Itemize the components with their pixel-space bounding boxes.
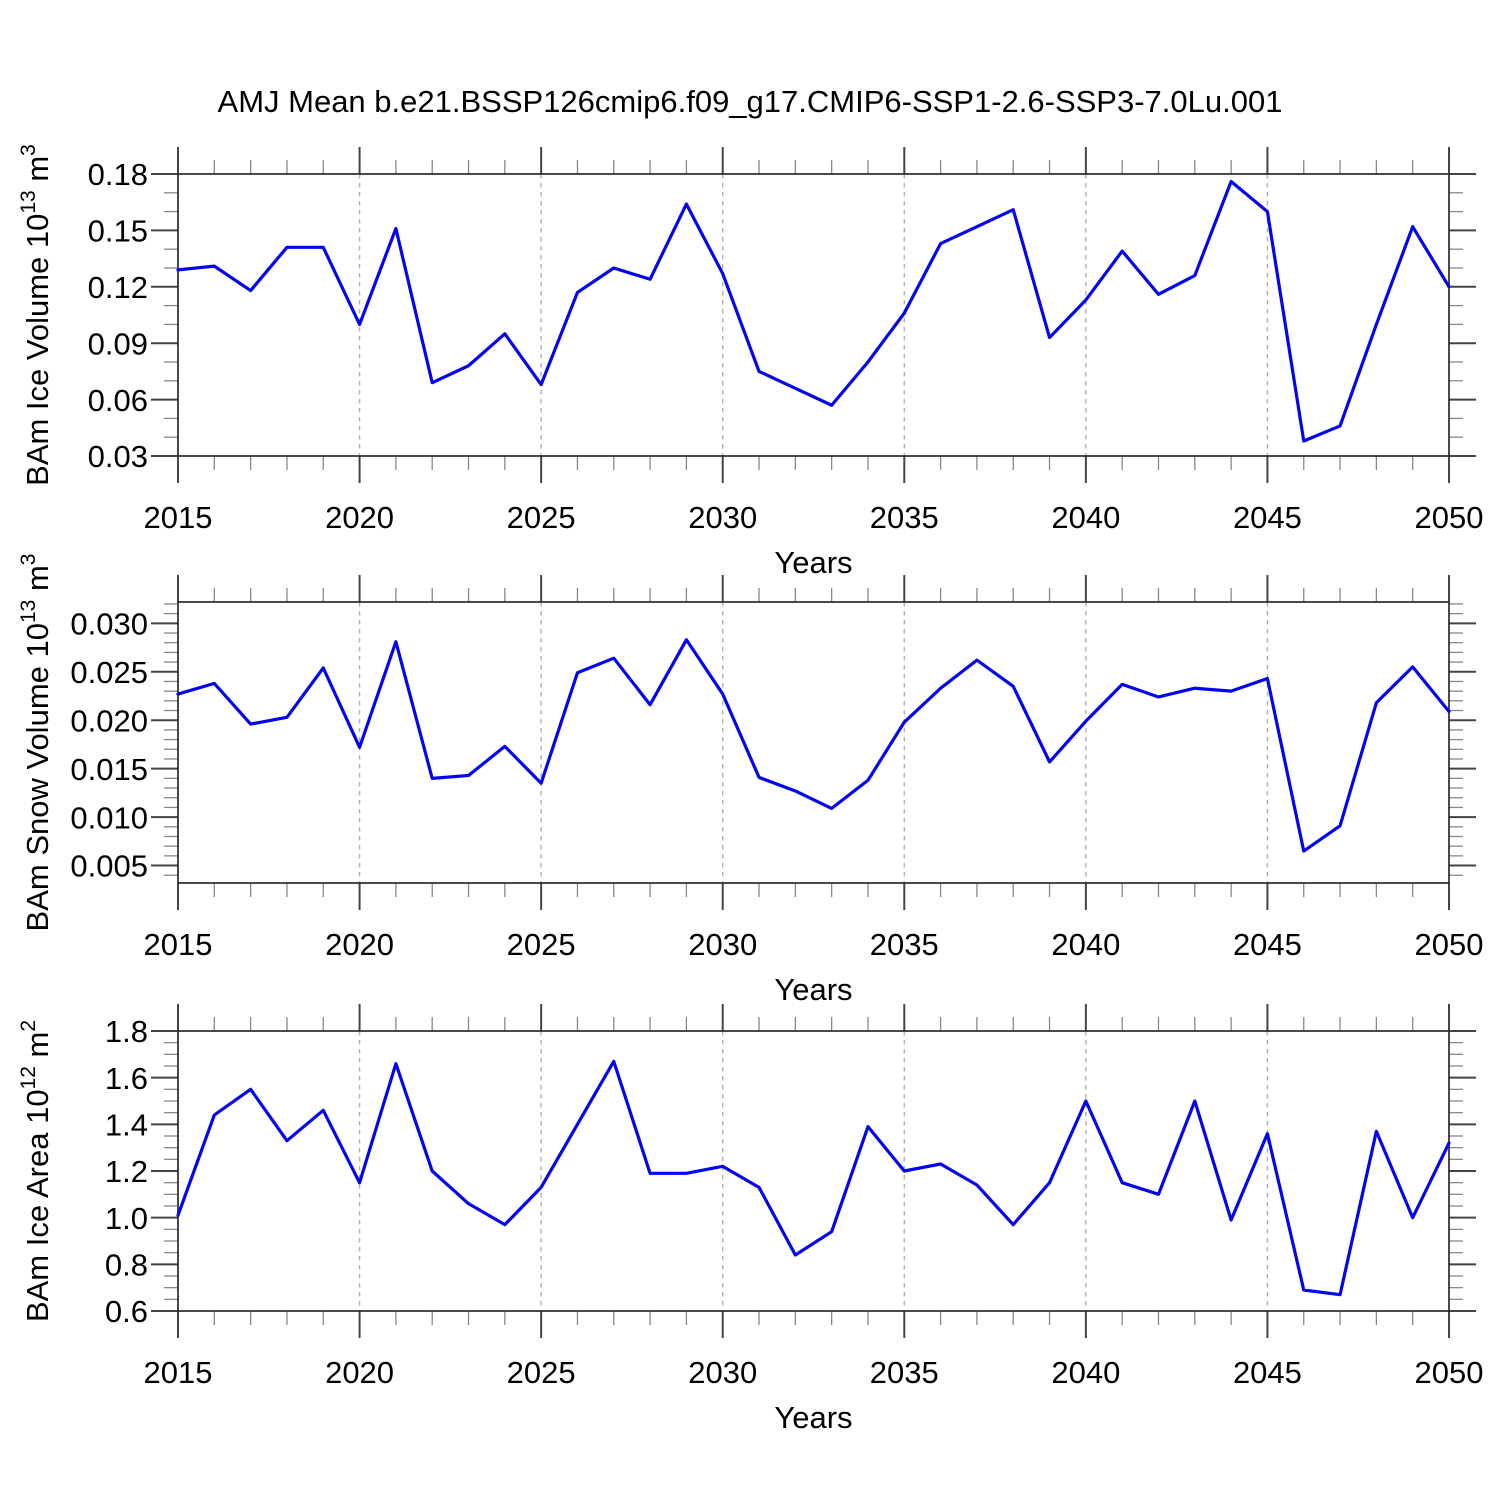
y-tick-label: 0.025: [70, 655, 148, 690]
x-tick-label: 2045: [1233, 927, 1302, 962]
panel-frame: [177, 1030, 1450, 1312]
y-tick-label: 1.2: [105, 1154, 148, 1189]
data-line: [176, 638, 1451, 853]
x-tick-label: 2025: [507, 1355, 576, 1390]
x-tick-label: 2050: [1415, 1355, 1484, 1390]
y-tick-label: 0.03: [88, 439, 148, 474]
x-axis-title: Years: [774, 1400, 852, 1435]
y-tick-label: 0.06: [88, 383, 148, 418]
x-tick-label: 2035: [870, 1355, 939, 1390]
y-tick-label: 0.030: [70, 606, 148, 641]
x-tick-label: 2020: [325, 927, 394, 962]
y-tick-label: 0.015: [70, 752, 148, 787]
data-line: [176, 1059, 1451, 1297]
x-tick-label: 2035: [870, 500, 939, 535]
y-tick-label: 0.005: [70, 849, 148, 884]
y-tick-label: 0.6: [105, 1294, 148, 1329]
x-tick-label: 2045: [1233, 500, 1302, 535]
y-axis-title: BAm Snow Volume 1013 m3: [17, 554, 55, 932]
x-tick-label: 2040: [1051, 927, 1120, 962]
x-tick-label: 2025: [507, 927, 576, 962]
x-tick-label: 2045: [1233, 1355, 1302, 1390]
panel-frame: [177, 601, 1450, 884]
x-tick-label: 2015: [144, 1355, 213, 1390]
panel-frame: [177, 173, 1450, 457]
x-tick-label: 2030: [688, 500, 757, 535]
x-axis-title: Years: [774, 545, 852, 580]
y-tick-label: 0.8: [105, 1247, 148, 1282]
x-tick-label: 2040: [1051, 500, 1120, 535]
y-tick-label: 0.09: [88, 326, 148, 361]
y-tick-label: 1.4: [105, 1107, 148, 1142]
chart-title: AMJ Mean b.e21.BSSP126cmip6.f09_g17.CMIP…: [218, 84, 1283, 119]
y-tick-label: 0.15: [88, 214, 148, 249]
x-tick-label: 2015: [144, 500, 213, 535]
y-tick-label: 0.020: [70, 703, 148, 738]
panel-ice-volume: 0.03 0.06 0.09 0.12 0.15 0.18 2015 2020 2025 2030…: [17, 144, 1483, 580]
x-tick-label: 2015: [144, 927, 213, 962]
x-tick-label: 2050: [1415, 927, 1484, 962]
x-tick-label: 2030: [688, 927, 757, 962]
x-tick-label: 2050: [1415, 500, 1484, 535]
y-axis-title: BAm Ice Area 1012 m2: [17, 1020, 55, 1322]
x-tick-label: 2040: [1051, 1355, 1120, 1390]
x-axis-title: Years: [774, 972, 852, 1007]
y-tick-label: 0.010: [70, 800, 148, 835]
x-tick-label: 2030: [688, 1355, 757, 1390]
x-tick-label: 2020: [325, 500, 394, 535]
x-tick-label: 2020: [325, 1355, 394, 1390]
y-tick-label: 1.0: [105, 1201, 148, 1236]
y-tick-label: 1.6: [105, 1061, 148, 1096]
panel-ice-area: 0.6 0.8 1.0 1.2 1.4 1.6 1.8 2015 2020 2025 2030 203…: [17, 1004, 1483, 1435]
panel-snow-volume: 0.005 0.010 0.015 0.020 0.025 0.030 2015 2020 20…: [17, 554, 1483, 1007]
y-axis-title: BAm Ice Volume 1013 m3: [17, 144, 55, 486]
x-tick-label: 2035: [870, 927, 939, 962]
data-line: [176, 179, 1451, 443]
x-tick-label: 2025: [507, 500, 576, 535]
y-tick-label: 0.18: [88, 157, 148, 192]
y-tick-label: 0.12: [88, 270, 148, 305]
y-tick-label: 1.8: [105, 1014, 148, 1049]
